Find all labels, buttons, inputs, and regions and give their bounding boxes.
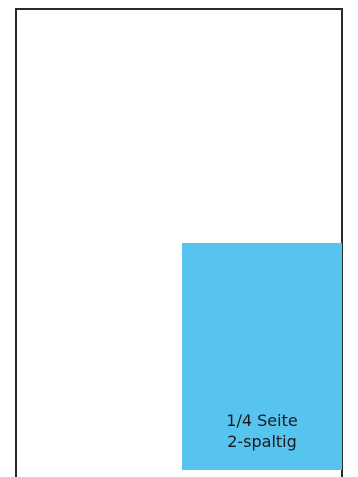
- ad-size-label: 1/4 Seite: [226, 411, 298, 430]
- ad-columns-label: 2-spaltig: [227, 432, 297, 451]
- quarter-page-ad-block: 1/4 Seite 2-spaltig: [182, 243, 342, 470]
